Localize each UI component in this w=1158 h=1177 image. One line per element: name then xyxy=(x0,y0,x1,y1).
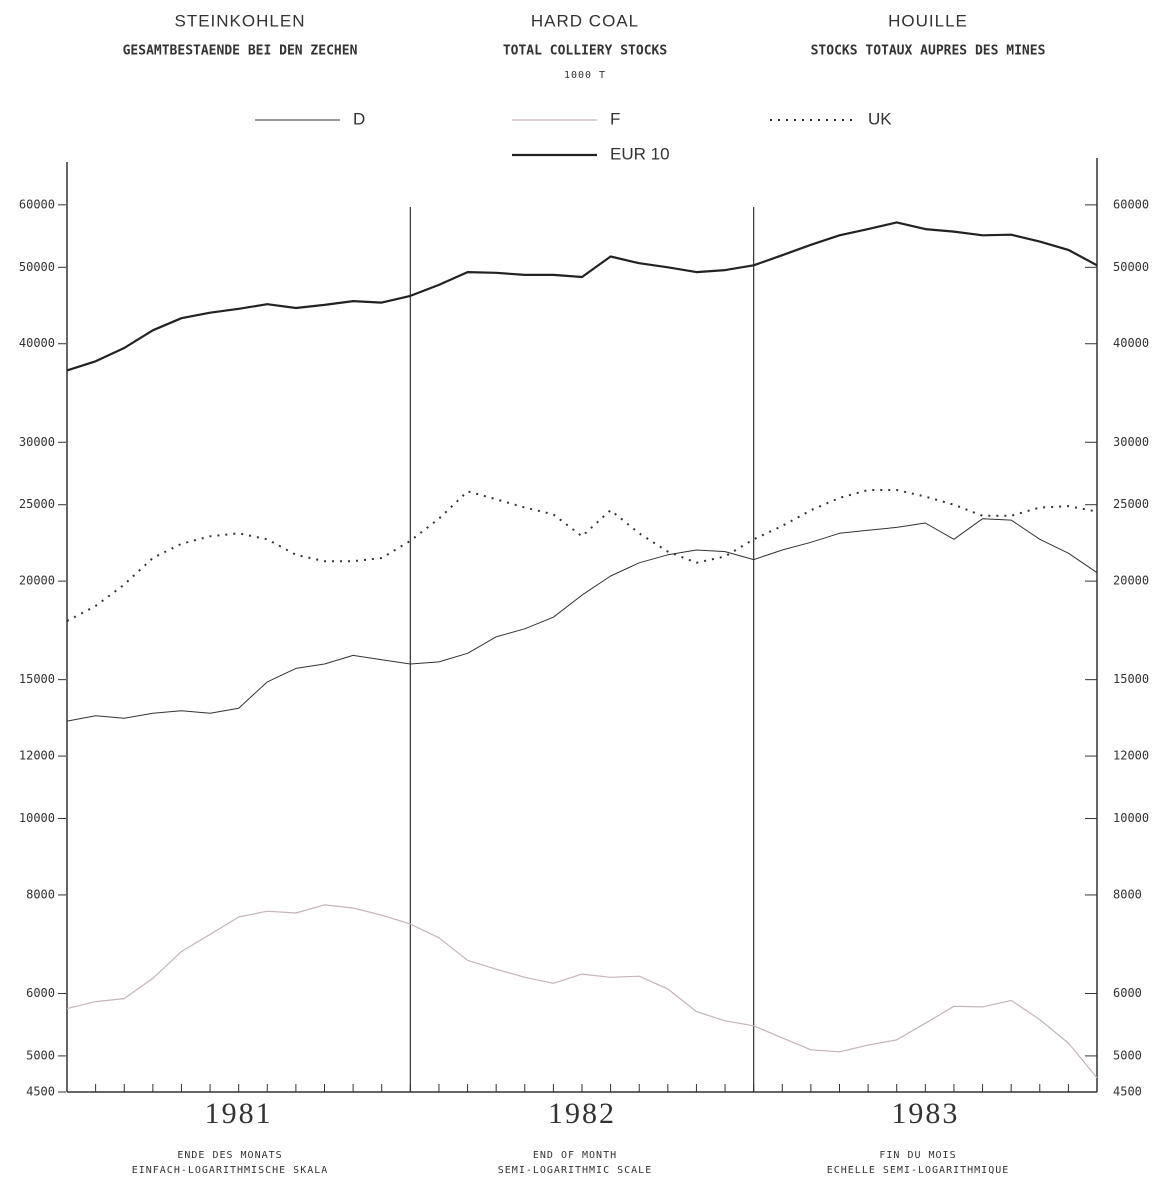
y2-tick-label: 5000 xyxy=(1113,1048,1142,1062)
y2-tick-label: 60000 xyxy=(1113,197,1149,211)
y2-tick-label: 6000 xyxy=(1113,986,1142,1000)
legend-label: UK xyxy=(868,109,892,128)
y-tick-label: 5000 xyxy=(26,1048,55,1062)
y2-tick-label: 8000 xyxy=(1113,887,1142,901)
y2-tick-label: 15000 xyxy=(1113,672,1149,686)
y-tick-label: 12000 xyxy=(19,749,55,763)
y-tick-label: 4500 xyxy=(26,1085,55,1099)
x-tick-label: 1982 xyxy=(548,1097,616,1130)
y-tick-label: 25000 xyxy=(19,497,55,511)
y2-tick-label: 12000 xyxy=(1113,749,1149,763)
unit: 1000 T xyxy=(564,70,606,81)
y2-tick-label: 40000 xyxy=(1113,336,1149,350)
x-axis-label: SEMI-LOGARITHMIC SCALE xyxy=(498,1165,652,1176)
x-axis-label: EINFACH-LOGARITHMISCHE SKALA xyxy=(132,1165,329,1176)
y2-tick-label: 10000 xyxy=(1113,811,1149,825)
y-tick-label: 30000 xyxy=(19,435,55,449)
x-axis-label: ECHELLE SEMI-LOGARITHMIQUE xyxy=(827,1165,1010,1176)
x-axis-label: ENDE DES MONATS xyxy=(177,1150,282,1161)
series-line xyxy=(66,518,1098,722)
title: STEINKOHLEN xyxy=(175,11,306,30)
y-tick-label: 60000 xyxy=(19,197,55,211)
title: HOUILLE xyxy=(888,11,968,30)
title: HARD COAL xyxy=(531,11,639,30)
y-tick-label: 20000 xyxy=(19,574,55,588)
series-line xyxy=(66,221,1098,372)
y-tick-label: 50000 xyxy=(19,260,55,274)
legend-label: D xyxy=(353,109,365,128)
series-line xyxy=(66,904,1098,1079)
legend-label: EUR 10 xyxy=(610,144,670,163)
y-tick-label: 15000 xyxy=(19,672,55,686)
y2-tick-label: 20000 xyxy=(1113,574,1149,588)
x-axis-label: END OF MONTH xyxy=(533,1150,617,1161)
y-tick-label: 8000 xyxy=(26,887,55,901)
x-tick-label: 1981 xyxy=(205,1097,273,1130)
subtitle: TOTAL COLLIERY STOCKS xyxy=(503,44,668,59)
y2-tick-label: 50000 xyxy=(1113,260,1149,274)
y-tick-label: 10000 xyxy=(19,811,55,825)
y2-tick-label: 4500 xyxy=(1113,1085,1142,1099)
legend-label: F xyxy=(610,109,620,128)
y2-tick-label: 25000 xyxy=(1113,497,1149,511)
subtitle: STOCKS TOTAUX AUPRES DES MINES xyxy=(811,44,1046,59)
subtitle: GESAMTBESTAENDE BEI DEN ZECHEN xyxy=(123,44,358,59)
y2-tick-label: 30000 xyxy=(1113,435,1149,449)
y-tick-label: 6000 xyxy=(26,986,55,1000)
x-tick-label: 1983 xyxy=(891,1097,959,1130)
y-tick-label: 40000 xyxy=(19,336,55,350)
x-axis-label: FIN DU MOIS xyxy=(879,1150,956,1161)
